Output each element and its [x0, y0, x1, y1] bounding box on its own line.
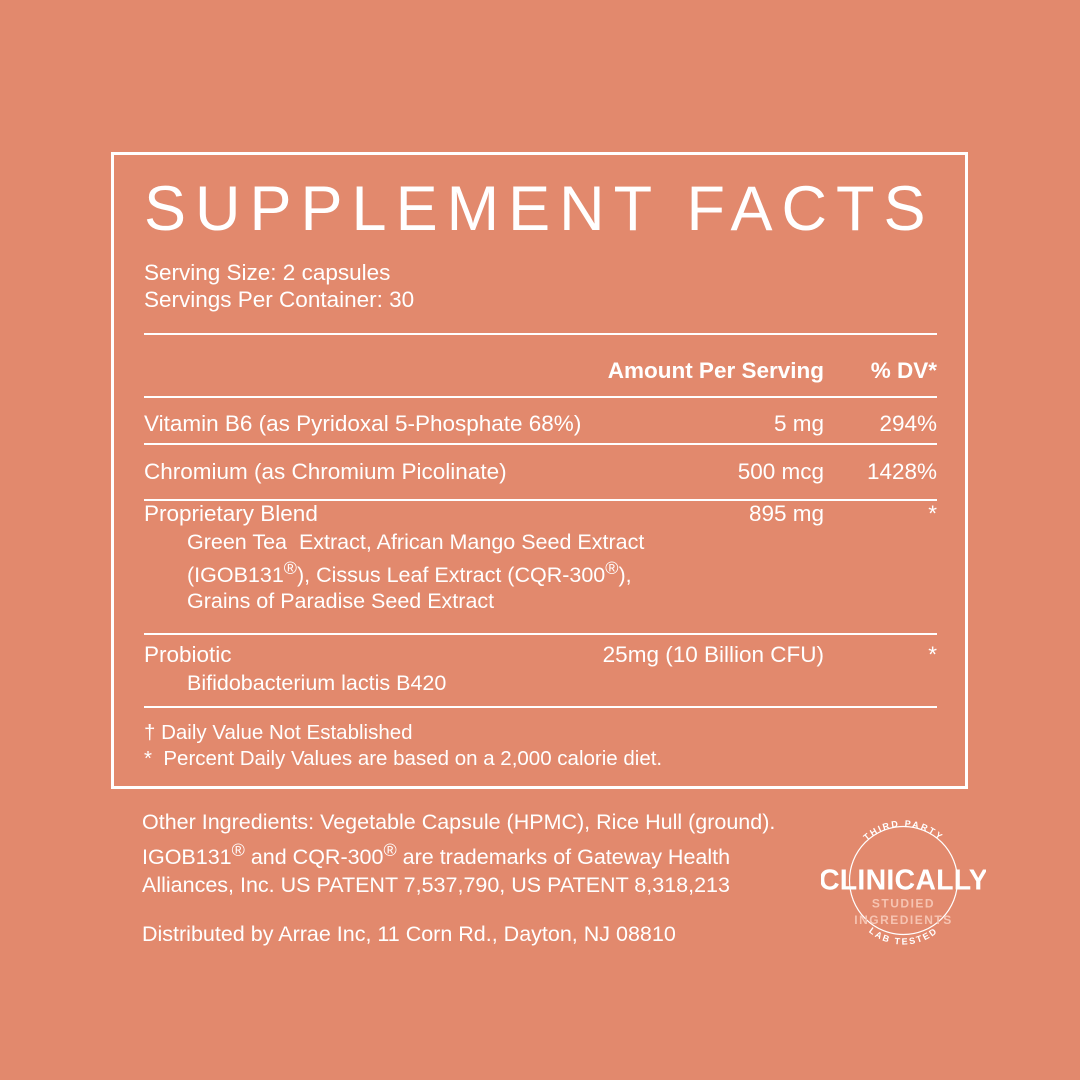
svg-text:CLINICALLY: CLINICALLY — [821, 865, 986, 897]
svg-text:STUDIED: STUDIED — [872, 897, 935, 911]
svg-text:INGREDIENTS: INGREDIENTS — [854, 913, 953, 927]
svg-text:THIRD PARTY: THIRD PARTY — [861, 818, 945, 842]
